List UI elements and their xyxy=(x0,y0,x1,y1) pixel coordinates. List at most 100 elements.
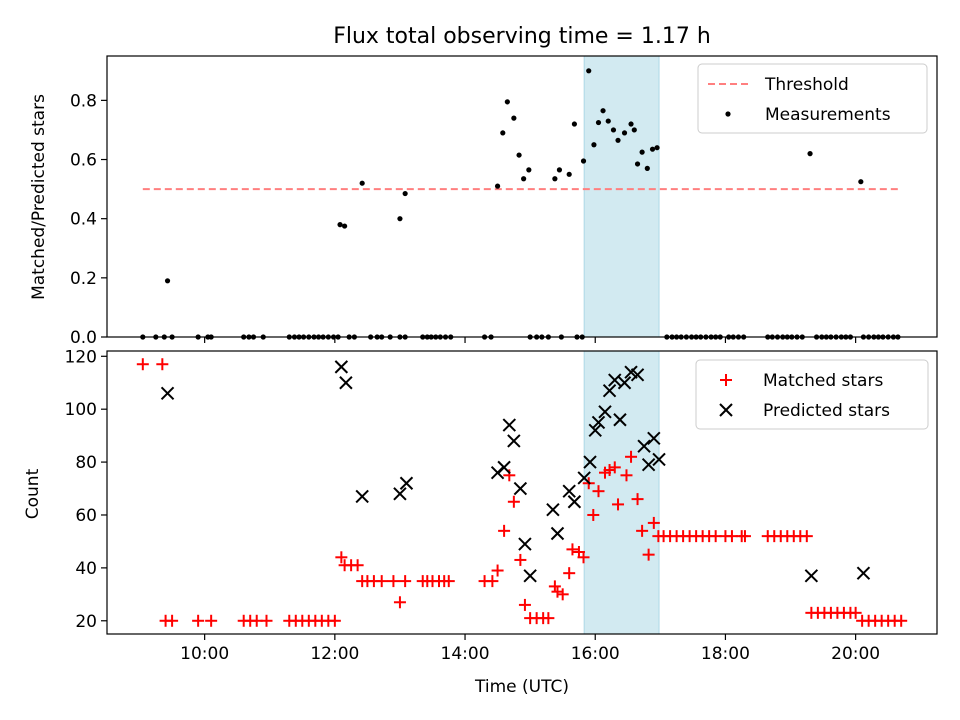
y-tick-label: 100 xyxy=(65,400,97,420)
matched-stars-point xyxy=(166,614,179,627)
y-tick-label: 0.0 xyxy=(70,328,97,348)
predicted-stars-point xyxy=(567,495,582,509)
measurements-point xyxy=(600,108,606,114)
matched-stars-point xyxy=(563,567,576,580)
predicted-stars-point xyxy=(497,460,511,475)
y-tick-label: 80 xyxy=(75,453,97,473)
measurements-point xyxy=(628,121,634,127)
matched-stars-point xyxy=(491,564,504,577)
measurements-point xyxy=(571,121,578,127)
measurements-point xyxy=(610,127,617,133)
matched-stars-point xyxy=(503,469,516,482)
legend-measurements-label: Measurements xyxy=(765,105,891,125)
matched-stars-point xyxy=(486,575,499,588)
matched-stars-point xyxy=(205,614,218,627)
measurements-point xyxy=(552,176,558,182)
predicted-stars-point xyxy=(339,376,353,390)
measurements-point xyxy=(649,146,656,152)
matched-stars-point xyxy=(849,606,862,619)
measurements-point xyxy=(591,142,597,148)
bottom-legend-box xyxy=(695,359,929,430)
measurements-point xyxy=(605,118,611,124)
predicted-stars-point xyxy=(617,376,632,390)
predicted-stars-point xyxy=(598,405,612,419)
measurements-point xyxy=(807,151,813,157)
predicted-stars-point xyxy=(550,526,565,541)
matched-stars-point xyxy=(548,580,561,593)
measurements-point xyxy=(858,179,864,185)
matched-stars-point xyxy=(603,464,616,477)
predicted-stars-point xyxy=(518,537,532,551)
predicted-stars-point xyxy=(507,434,521,448)
measurements-point xyxy=(621,130,628,136)
predicted-stars-point xyxy=(160,386,175,401)
x-tick-label: 12:00 xyxy=(310,644,359,664)
matched-stars-point xyxy=(393,596,406,609)
measurements-point xyxy=(521,176,527,182)
measurements-point xyxy=(634,161,641,167)
top-x-axis xyxy=(204,337,857,343)
matched-stars-point xyxy=(566,543,579,556)
measurements-point xyxy=(526,167,532,173)
matched-stars-point xyxy=(260,614,273,627)
matched-stars-point xyxy=(592,485,605,498)
matched-stars-point xyxy=(335,551,348,564)
matched-stars-point xyxy=(351,559,364,572)
matched-stars-point xyxy=(556,588,569,601)
top-highlight-span xyxy=(583,55,660,338)
y-tick-label: 120 xyxy=(65,347,97,367)
measurements-point xyxy=(644,165,650,171)
y-tick-label: 0.6 xyxy=(70,151,97,171)
measurements-point xyxy=(494,183,501,189)
predicted-stars-point xyxy=(393,487,407,501)
measurements-point xyxy=(586,68,592,74)
matched-stars-point xyxy=(156,358,169,371)
matched-stars-point xyxy=(577,551,590,564)
predicted-stars-point xyxy=(613,413,627,427)
matched-stars-point xyxy=(620,469,633,482)
top-plot-frame xyxy=(106,55,938,338)
bottom-panel: 20 40 60 80 100 120 10:00 12:00 14:00 16:00 18:00… xyxy=(23,347,938,697)
top-panel: 0.00.20.40.60.8 Matched/Predicted stars … xyxy=(29,55,938,348)
predicted-stars-point xyxy=(602,383,617,398)
top-y-axis: 0.0 0.2 0.4 0.6 0.8 xyxy=(70,91,107,348)
bottom-y-axis: 20 40 60 80 100 120 xyxy=(65,347,107,632)
bottom-data-points xyxy=(136,358,908,627)
legend-matched-label: Matched stars xyxy=(763,371,883,391)
measurements-point xyxy=(639,149,645,155)
bottom-ylabel: Count xyxy=(23,468,43,519)
predicted-stars-point xyxy=(588,423,602,438)
x-tick-label: 14:00 xyxy=(441,644,490,664)
matched-stars-point xyxy=(399,575,412,588)
predicted-stars-point xyxy=(637,439,651,453)
predicted-stars-point xyxy=(399,476,414,490)
matched-stars-point xyxy=(375,575,388,588)
chart-title: Flux total observing time = 1.17 h xyxy=(333,24,711,49)
matched-stars-point xyxy=(642,548,655,561)
matched-stars-point xyxy=(631,493,644,506)
measurements-point xyxy=(504,99,510,105)
top-legend: Threshold Measurements xyxy=(697,63,928,134)
legend-predicted-label: Predicted stars xyxy=(763,401,890,421)
bottom-xlabel: Time (UTC) xyxy=(474,677,569,697)
measurements-point xyxy=(516,152,522,158)
matched-stars-point xyxy=(507,495,520,508)
matched-stars-point xyxy=(587,508,600,521)
predicted-stars-point xyxy=(355,489,369,504)
measurements-point xyxy=(595,119,602,126)
top-legend-box xyxy=(697,63,928,134)
matched-stars-point xyxy=(518,598,531,611)
measurements-point xyxy=(397,216,403,222)
legend-matched-swatch xyxy=(720,374,732,386)
measurements-point xyxy=(500,130,506,136)
matched-stars-point xyxy=(136,358,149,371)
measurements-point xyxy=(337,222,343,228)
predicted-stars-point xyxy=(647,431,661,445)
measurements-point xyxy=(631,127,637,133)
matched-stars-point xyxy=(625,450,638,463)
predicted-stars-point xyxy=(513,481,528,496)
y-tick-label: 60 xyxy=(75,506,97,526)
measurements-point xyxy=(556,167,563,173)
measurements-point xyxy=(359,180,365,186)
